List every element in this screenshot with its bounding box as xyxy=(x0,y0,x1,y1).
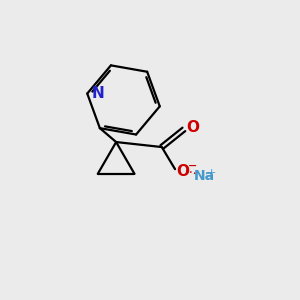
Text: O: O xyxy=(186,120,199,135)
Text: N: N xyxy=(92,86,104,101)
Text: O: O xyxy=(176,164,190,179)
Text: Na: Na xyxy=(194,169,215,184)
Text: +: + xyxy=(206,168,216,178)
Text: −: − xyxy=(188,161,197,171)
